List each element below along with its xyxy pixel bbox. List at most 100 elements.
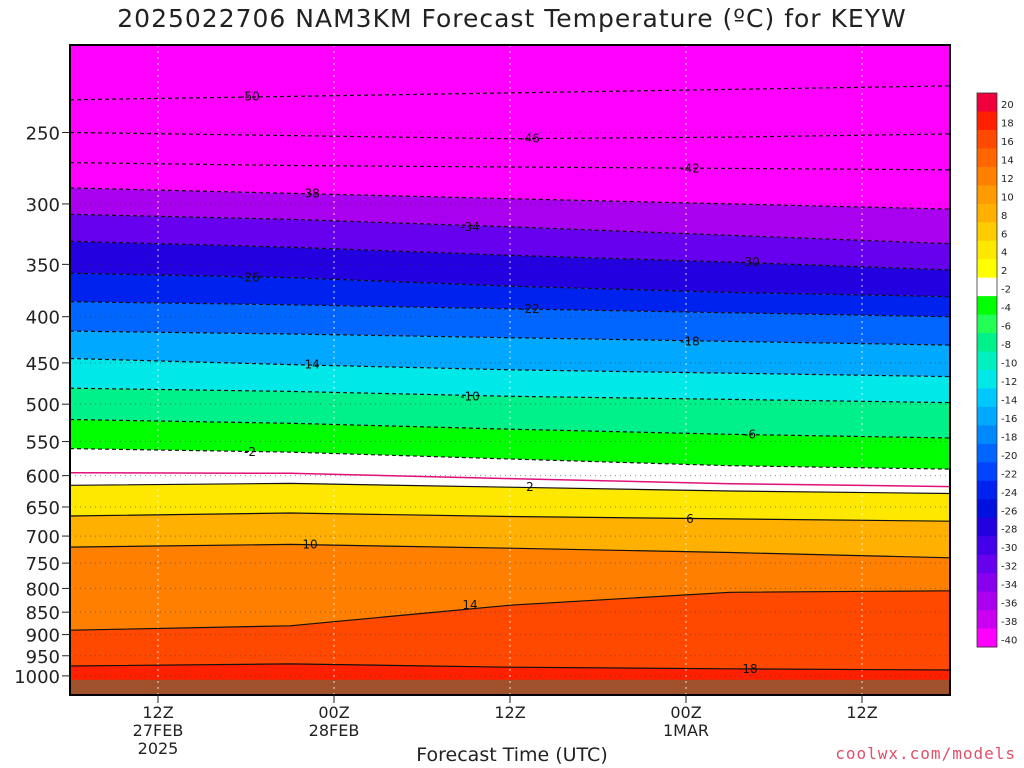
colorbar-label-12: -6 [1001, 322, 1011, 333]
band--26-to--22 [70, 273, 950, 317]
y-tick-label-450: 450 [26, 354, 60, 375]
colorbar-label-7: 6 [1001, 229, 1007, 240]
y-tick-label-650: 650 [26, 498, 60, 519]
band-coldest [70, 45, 950, 100]
band--42-to--38 [70, 162, 950, 210]
isotherm-label--10: -10 [460, 389, 480, 403]
colorbar-swatch-0 [977, 93, 997, 112]
colorbar-swatch-4 [977, 166, 997, 186]
colorbar-swatch-28 [977, 610, 997, 630]
colorbar-label-21: -24 [1001, 488, 1017, 499]
colorbar-swatch-21 [977, 480, 997, 500]
colorbar-swatch-13 [977, 333, 997, 353]
colorbar-swatch-20 [977, 462, 997, 482]
band--34-to--30 [70, 214, 950, 270]
isotherm-label-2: 2 [526, 480, 534, 494]
x-tick-label-42-0: 00Z [670, 703, 701, 722]
y-tick-label-800: 800 [26, 579, 60, 600]
colorbar-swatch-14 [977, 351, 997, 371]
grid-lines [70, 45, 950, 695]
y-tick-label-550: 550 [26, 433, 60, 454]
isotherm-label-14: 14 [462, 598, 477, 612]
colorbar-swatch-6 [977, 203, 997, 223]
colorbar-label-29: -40 [1001, 636, 1017, 647]
colorbar-label-2: 16 [1001, 137, 1014, 148]
freezing-line [70, 471, 950, 488]
colorbar-swatch-15 [977, 370, 997, 389]
y-tick-label-300: 300 [26, 195, 60, 216]
colorbar-swatch-2 [977, 129, 997, 149]
colorbar-label-20: -22 [1001, 469, 1017, 480]
isotherm-line-2 [70, 482, 950, 495]
colorbar-swatch-17 [977, 406, 997, 426]
y-tick-label-1000: 1000 [14, 667, 60, 688]
colorbar-swatch-8 [977, 240, 997, 260]
colorbar-label-6: 8 [1001, 211, 1007, 222]
colorbar-swatch-19 [977, 443, 997, 463]
colorbar-swatch-16 [977, 388, 997, 408]
band-6-to-10 [70, 513, 950, 558]
credit-link[interactable]: coolwx.com/models [835, 744, 1016, 763]
colorbar-label-22: -26 [1001, 506, 1017, 517]
x-tick-label-6-0: 12Z [142, 703, 173, 722]
colorbar-label-13: -8 [1001, 340, 1011, 351]
y-tick-label-400: 400 [26, 308, 60, 329]
isotherm-label--46: -46 [520, 132, 540, 146]
band--46-to--42 [70, 132, 950, 170]
band--10-to--6 [70, 388, 950, 438]
isotherm-label-18: 18 [742, 662, 757, 676]
colorbar-swatch-29 [977, 628, 997, 648]
colorbar-swatch-10 [977, 277, 997, 297]
colorbar-swatch-27 [977, 591, 997, 611]
isotherm-label--22: -22 [520, 302, 540, 316]
y-tick-label-750: 750 [26, 554, 60, 575]
isotherm-line-10 [70, 543, 950, 559]
isotherm-label--18: -18 [680, 334, 700, 348]
y-tick-label-250: 250 [26, 123, 60, 144]
chart-title: 2025022706 NAM3KM Forecast Temperature (… [117, 4, 907, 33]
colorbar-label-26: -34 [1001, 580, 1017, 591]
colorbar-frame [976, 92, 998, 648]
colorbar-swatch-12 [977, 314, 997, 334]
x-tick-label-6-1: 27FEB [133, 721, 184, 740]
colorbar-swatch-11 [977, 296, 997, 316]
y-tick-label-500: 500 [26, 395, 60, 416]
colorbar-label-0: 20 [1001, 100, 1014, 111]
colorbar-swatch-3 [977, 148, 997, 168]
colorbar-label-14: -10 [1001, 359, 1017, 370]
band--38-to--34 [70, 187, 950, 244]
band-14-to-18 [70, 590, 950, 670]
colorbar-label-3: 14 [1001, 155, 1014, 166]
y-tick-label-850: 850 [26, 603, 60, 624]
colorbar-swatch-24 [977, 536, 997, 556]
x-tick-label-6-2: 2025 [138, 739, 179, 758]
band--22-to--18 [70, 301, 950, 346]
colorbar-label-28: -38 [1001, 617, 1017, 628]
isotherm-label--26: -26 [240, 271, 260, 285]
colorbar-swatch-5 [977, 185, 997, 205]
y-tick-label-600: 600 [26, 467, 60, 488]
x-tick-label-54-0: 12Z [846, 703, 877, 722]
colorbar-label-5: 10 [1001, 192, 1014, 203]
x-tick-label-18-0: 00Z [318, 703, 349, 722]
isotherm-line-14 [70, 590, 950, 631]
isotherm-label--6: -6 [744, 427, 756, 441]
temperature-bands [70, 45, 950, 695]
colorbar-label-17: -16 [1001, 414, 1017, 425]
colorbar: 20 18 16 14 12 10 8 6 4 2 -2 -4 -6 -8 -10 -12 -14 -16 -18 -… [976, 92, 1017, 648]
colorbar-label-1: 18 [1001, 118, 1014, 129]
colorbar-label-15: -12 [1001, 377, 1017, 388]
y-tick-label-950: 950 [26, 647, 60, 668]
isotherm-label--42: -42 [680, 161, 700, 175]
isotherm-label--14: -14 [300, 358, 320, 372]
x-tick-label-30-0: 12Z [494, 703, 525, 722]
isotherm-label--38: -38 [300, 186, 320, 200]
colorbar-label-18: -18 [1001, 432, 1017, 443]
y-tick-label-350: 350 [26, 255, 60, 276]
colorbar-label-8: 4 [1001, 248, 1007, 259]
colorbar-label-10: -2 [1001, 285, 1011, 296]
isotherm-label--34: -34 [460, 220, 480, 234]
colorbar-label-9: 2 [1001, 266, 1007, 277]
